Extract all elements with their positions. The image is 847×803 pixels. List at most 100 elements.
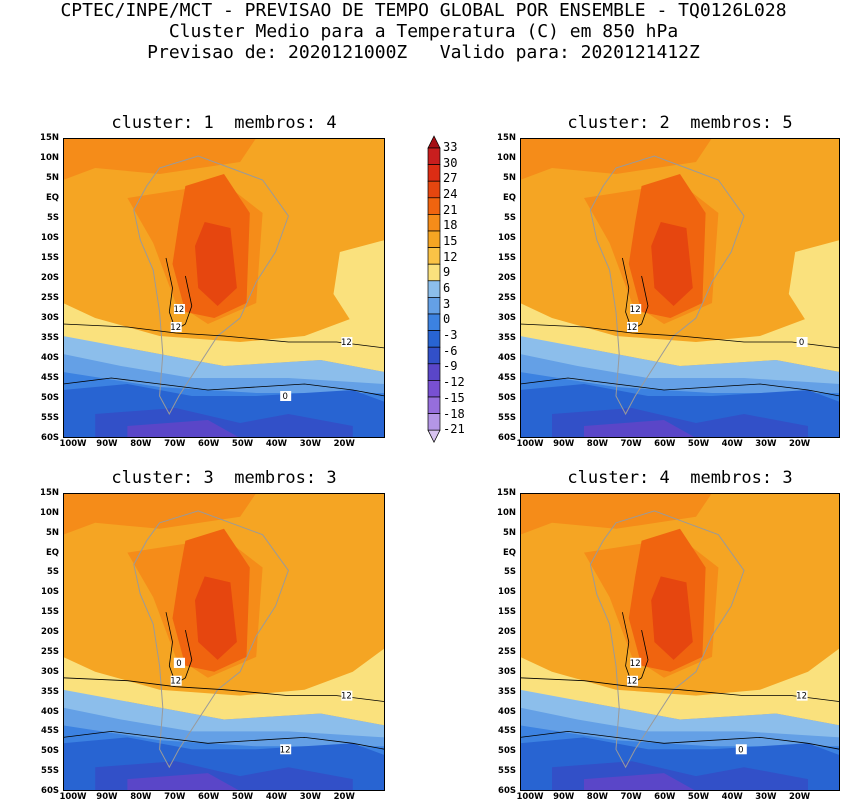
colorbar-swatch (427, 297, 441, 315)
colorbar-swatch (427, 180, 441, 199)
colorbar-level-label: -21 (443, 422, 465, 437)
field-m9-m6-blob (127, 773, 241, 791)
colorbar-swatch (427, 330, 441, 348)
field-9-12-east (333, 240, 385, 324)
field-18-21-north (520, 493, 712, 535)
lat-tick-label: 10N (40, 507, 59, 518)
contour-12 (63, 677, 385, 702)
lon-tick-label: 70W (620, 792, 642, 802)
lat-tick-label: 5S (503, 567, 516, 578)
colorbar-swatch (427, 164, 441, 182)
lat-tick-label: 10S (498, 587, 516, 598)
field-24-27-core (195, 576, 237, 660)
contour-label: 12 (341, 338, 352, 348)
lat-tick-label: 15N (40, 488, 59, 498)
colorbar-level-label: 18 (443, 218, 458, 233)
contour-label: 12 (630, 305, 641, 315)
colorbar-top-arrow (427, 135, 441, 149)
colorbar-level-label: 3 (443, 296, 451, 311)
lon-tick-label: 20W (333, 439, 355, 449)
lon-tick-label: 80W (586, 792, 608, 802)
colorbar-level-label: -6 (443, 343, 458, 358)
lat-tick-label: 35S (41, 686, 59, 697)
lat-tick-label: 15S (498, 607, 516, 618)
colorbar-level-label: -3 (443, 328, 458, 343)
lat-tick-label: 10S (41, 233, 59, 243)
lon-tick-label: 100W (516, 439, 544, 449)
contour-label-bg (630, 304, 642, 314)
field-9-12-east (788, 240, 840, 324)
colorbar-level-label: -15 (443, 390, 465, 405)
field-24-27-core (651, 576, 693, 660)
contour-label-bg (170, 322, 182, 332)
lat-tick-label: 45S (41, 373, 59, 383)
colorbar-level-label: 12 (443, 249, 458, 264)
lat-tick-label: 50S (41, 746, 59, 757)
colorbar-swatch (427, 147, 441, 165)
lat-tick-label: 25S (498, 646, 516, 657)
lon-tick-label: 50W (687, 439, 710, 449)
lat-tick-label: 55S (498, 413, 516, 423)
colorbar-level-label: 21 (443, 202, 458, 217)
lat-tick-label: 60S (41, 786, 59, 796)
field-24-27-core (651, 222, 693, 306)
contour-label-bg (170, 675, 182, 686)
lat-tick-label: 15N (40, 133, 59, 143)
lat-tick-label: 45S (498, 373, 516, 383)
lat-tick-label: 10S (41, 587, 59, 598)
contour-label-bg (630, 657, 642, 668)
colorbar-swatch (427, 396, 441, 414)
lon-tick-label: 20W (788, 792, 811, 802)
colorbar-swatch (427, 230, 441, 248)
lat-tick-label: 10N (40, 153, 59, 163)
lon-tick-label: 60W (198, 792, 220, 802)
contour-label: 0 (282, 392, 287, 402)
contour-12 (63, 323, 385, 349)
lat-tick-label: 20S (41, 627, 59, 638)
lon-tick-label: 30W (755, 792, 777, 802)
lat-tick-label: 20S (498, 627, 516, 638)
lat-tick-label: 15S (498, 253, 516, 263)
lat-tick-label: 50S (498, 393, 516, 403)
lat-tick-label: 5N (502, 173, 516, 183)
lon-tick-label: 100W (59, 439, 87, 449)
lat-tick-label: 15N (497, 133, 516, 143)
contour-0 (520, 730, 840, 750)
contour-label: 12 (174, 305, 185, 315)
lat-tick-label: 40S (41, 706, 59, 717)
contour-label: 12 (630, 659, 641, 669)
colorbar-bottom-arrow (427, 429, 441, 443)
colorbar-swatch (427, 247, 441, 265)
lon-tick-label: 30W (755, 439, 777, 449)
lon-tick-label: 100W (516, 792, 544, 802)
lat-tick-label: 30S (498, 666, 516, 677)
lat-tick-label: EQ (502, 193, 516, 203)
colorbar-level-label: 15 (443, 234, 458, 249)
contour-label-bg (341, 690, 353, 701)
lat-tick-label: 60S (41, 433, 59, 443)
lat-tick-label: 55S (41, 766, 59, 777)
lat-tick-label: 55S (498, 766, 516, 777)
colorbar-level-label: 9 (443, 265, 451, 280)
contour-label-bg (627, 675, 638, 686)
panel-title: cluster: 1 membros: 4 (111, 113, 337, 133)
contour-0 (63, 730, 385, 750)
lon-tick-label: 90W (553, 792, 575, 802)
colorbar-swatch (427, 263, 441, 282)
lat-tick-label: 55S (41, 413, 59, 423)
colorbar-swatch (427, 413, 441, 431)
lon-tick-label: 50W (231, 439, 254, 449)
lat-tick-label: 30S (41, 313, 59, 323)
lat-tick-label: 5S (46, 213, 59, 223)
colorbar-level-label: -18 (443, 406, 465, 421)
south-america-outline (589, 510, 745, 769)
lon-tick-label: 20W (333, 792, 355, 802)
contour-12 (520, 323, 840, 349)
panel-title: cluster: 3 membros: 3 (111, 468, 337, 488)
lat-tick-label: 25S (41, 293, 59, 303)
lat-tick-label: 10N (497, 153, 516, 163)
lat-tick-label: 25S (498, 293, 516, 303)
field-18-21-north (520, 138, 712, 180)
contour-label-bg (796, 337, 808, 347)
south-america-outline (589, 155, 745, 416)
